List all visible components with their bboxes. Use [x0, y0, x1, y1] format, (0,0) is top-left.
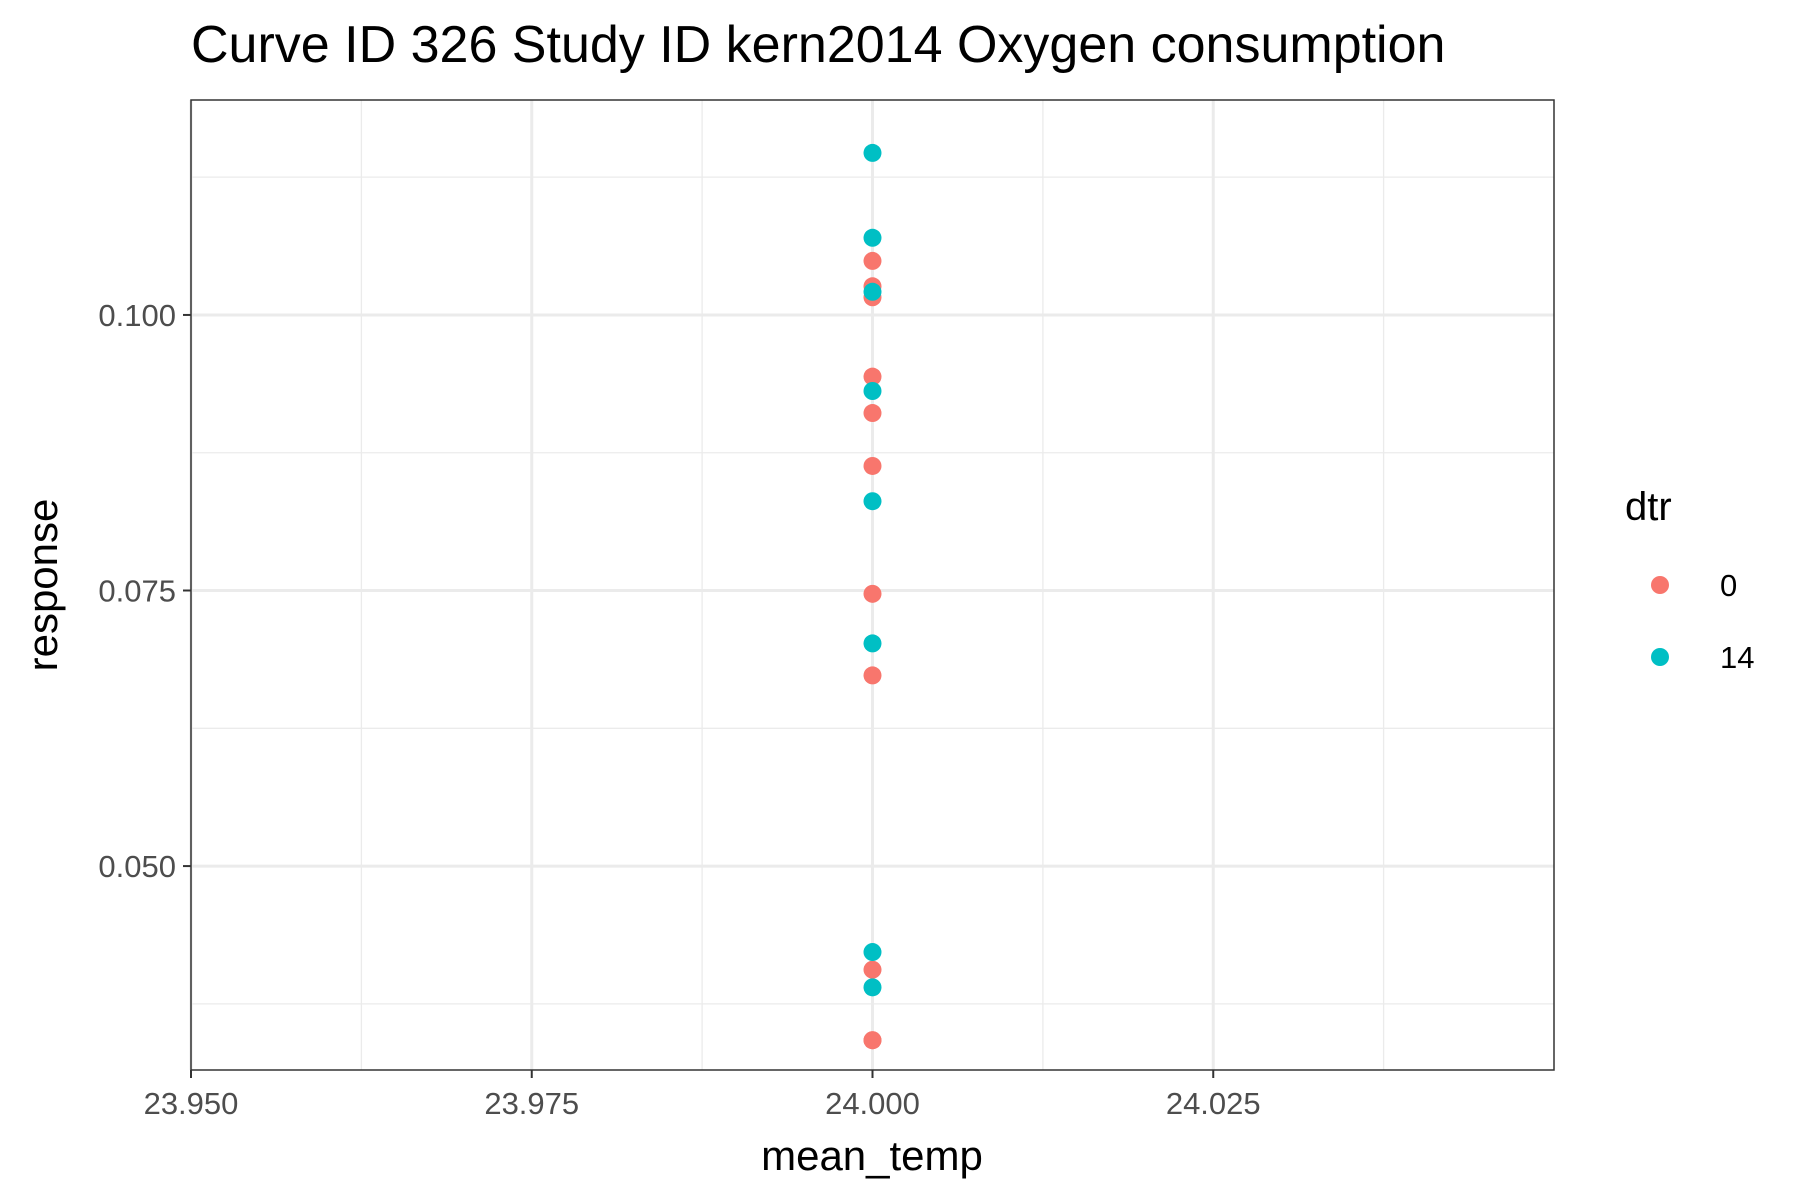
x-tick-label: 24.000: [825, 1086, 920, 1121]
chart-title: Curve ID 326 Study ID kern2014 Oxygen co…: [191, 16, 1445, 74]
data-points: [863, 143, 882, 1050]
legend-key-14: [1651, 648, 1669, 666]
data-point-dtr-0: [863, 960, 882, 979]
legend-key-0: [1651, 576, 1669, 594]
legend: dtr 0 14: [1625, 485, 1754, 675]
x-axis-ticks: 23.950 23.975 24.000 24.025: [144, 1070, 1261, 1121]
data-point-dtr-14: [863, 228, 882, 247]
data-point-dtr-14: [863, 634, 882, 653]
data-point-dtr-0: [863, 404, 882, 423]
x-tick-label: 23.950: [144, 1086, 239, 1121]
data-point-dtr-14: [863, 492, 882, 511]
x-tick-label: 24.025: [1166, 1086, 1261, 1121]
data-point-dtr-14: [863, 978, 882, 997]
data-point-dtr-0: [863, 456, 882, 475]
y-axis-ticks: 0.050 0.075 0.100: [98, 298, 191, 884]
data-point-dtr-14: [863, 282, 882, 301]
data-point-dtr-0: [863, 666, 882, 685]
x-axis-title: mean_temp: [761, 1132, 983, 1179]
data-point-dtr-0: [863, 251, 882, 270]
legend-label-0: 0: [1720, 568, 1737, 603]
data-point-dtr-0: [863, 367, 882, 386]
legend-label-14: 14: [1720, 640, 1754, 675]
y-tick-label: 0.100: [98, 298, 176, 333]
legend-title: dtr: [1625, 485, 1672, 529]
y-axis-title: response: [19, 499, 66, 672]
y-tick-label: 0.050: [98, 849, 176, 884]
y-tick-label: 0.075: [98, 574, 176, 609]
data-point-dtr-14: [863, 143, 882, 162]
data-point-dtr-0: [863, 1031, 882, 1050]
x-tick-label: 23.975: [484, 1086, 579, 1121]
data-point-dtr-14: [863, 943, 882, 962]
data-point-dtr-14: [863, 382, 882, 400]
data-point-dtr-0: [863, 584, 882, 603]
